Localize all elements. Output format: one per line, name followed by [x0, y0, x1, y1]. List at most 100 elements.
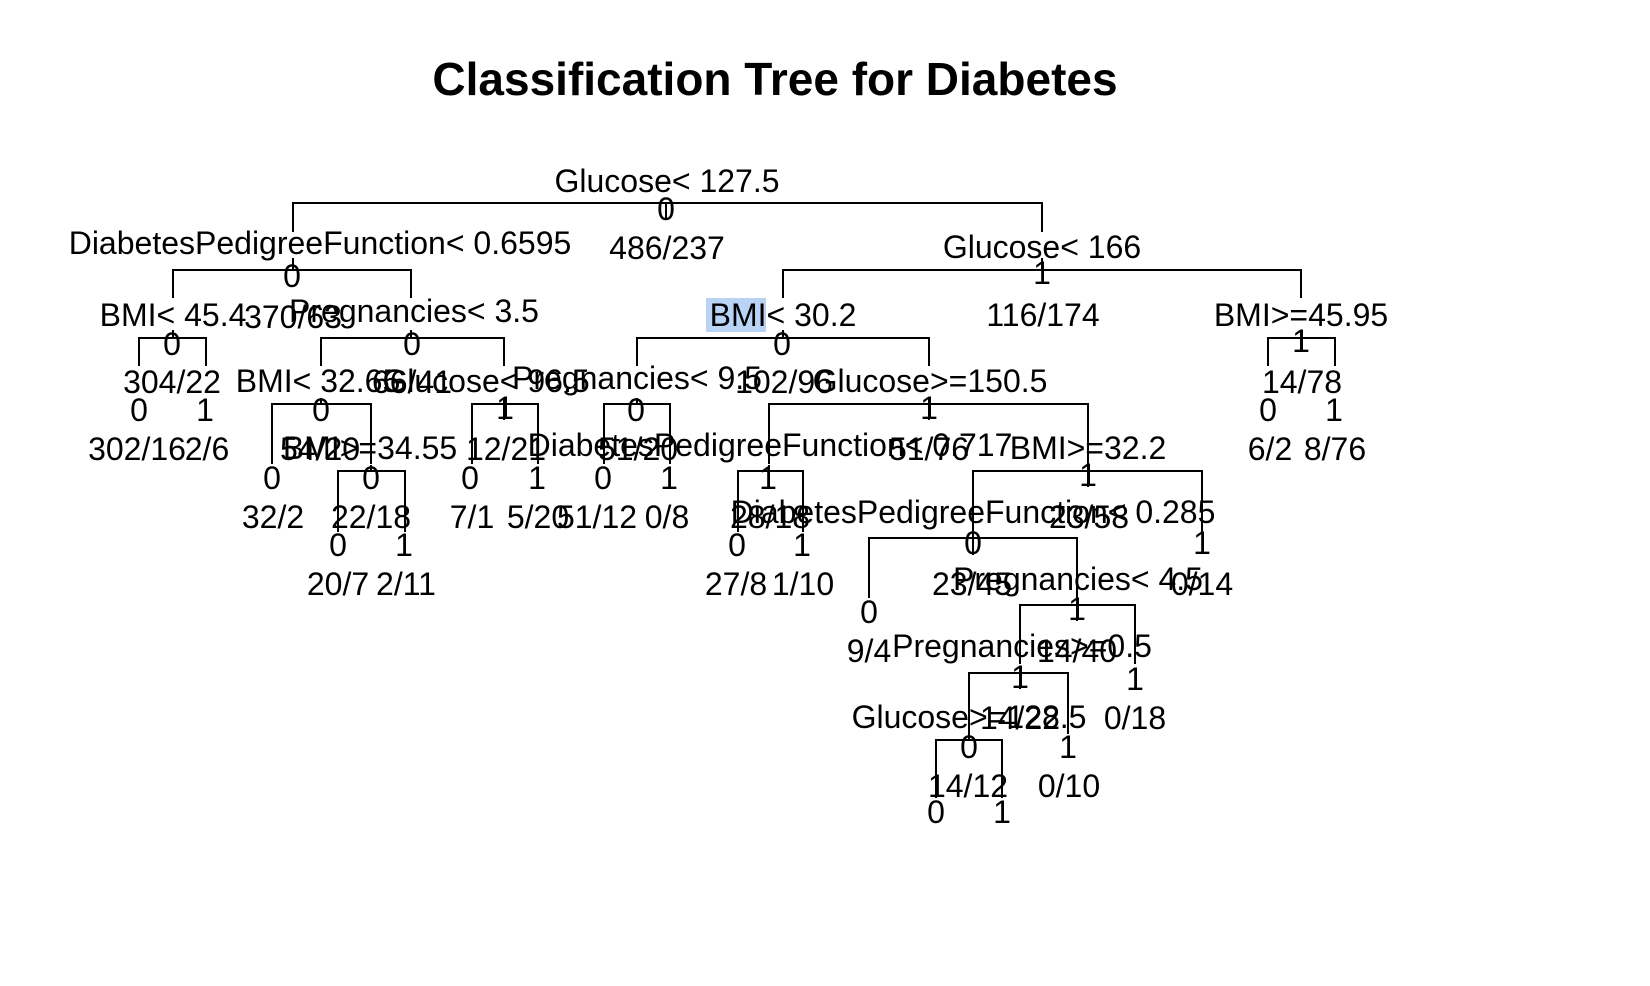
class-n-ll: 0	[163, 326, 181, 362]
split-n-rl: BMI< 30.2	[710, 297, 857, 333]
class-l-rlrrllr: 1	[1059, 729, 1077, 765]
count-n-rlr: 51/76	[889, 431, 969, 467]
split-n-rlrrll: Pregnancies>=0.5	[892, 628, 1152, 664]
class-l-lrlrl: 0	[329, 527, 347, 563]
count-l-rlrrllr: 0/10	[1038, 768, 1100, 804]
split-labels: Glucose< 127.5 DiabetesPedigreeFunction<…	[69, 163, 1388, 735]
split-n-lrlr: BMI>=34.55	[283, 430, 457, 466]
split-n-ll: BMI< 45.4	[100, 297, 247, 333]
edge-n-rllll	[868, 532, 1078, 598]
split-n-rll: Pregnancies< 9.5	[512, 360, 762, 396]
count-n-rl: 102/96	[735, 364, 833, 400]
class-l-lrll: 0	[263, 460, 281, 496]
class-l-rlrl: 1	[759, 460, 777, 496]
count-n-lr: 66/41	[372, 364, 452, 400]
edge-n-lrr	[471, 398, 539, 464]
split-n-rlrrl: Pregnancies< 4.5	[953, 561, 1203, 597]
split-n-l: DiabetesPedigreeFunction< 0.6595	[69, 225, 572, 261]
chart-title: Classification Tree for Diabetes	[432, 53, 1118, 105]
split-n-rlll: DiabetesPedigreeFunction< 0.717	[528, 427, 1013, 463]
class-n-rlrr: 1	[1079, 457, 1097, 493]
class-n-rlll: 0	[594, 460, 612, 496]
count-n-rr: 14/78	[1262, 364, 1342, 400]
class-l-rlrrlllr: 1	[993, 794, 1011, 830]
count-n-ll: 304/22	[123, 364, 221, 400]
split-n-rllll: DiabetesPedigreeFunction< 0.285	[731, 494, 1216, 530]
class-l-rrr: 1	[1325, 392, 1343, 428]
count-labels: 486/237 370/63 116/174 304/22 66/41 102/…	[88, 230, 1366, 804]
split-n-lrl: BMI< 32.65	[236, 363, 401, 399]
count-l-rlrrlr-b: 0/18	[1104, 700, 1166, 736]
class-n-rl: 0	[773, 326, 791, 362]
split-n-lr: Pregnancies< 3.5	[289, 293, 539, 329]
count-l-rlrrr: 0/14	[1171, 566, 1233, 602]
count-l-llr: 2/6	[185, 431, 229, 467]
edge-n-lrlr	[337, 465, 406, 532]
split-n-r: Glucose< 166	[943, 229, 1141, 265]
class-n-lrl: 0	[312, 392, 330, 428]
edge-n-rlll	[737, 465, 804, 532]
class-l-rrl: 0	[1259, 392, 1277, 428]
count-l-rlrl: 28/18	[730, 499, 810, 535]
count-n-lrr: 12/21	[466, 431, 546, 467]
count-l-lrlrr: 2/11	[376, 566, 436, 602]
count-l-rllr: 0/8	[645, 499, 689, 535]
edge-n-rr	[1267, 330, 1336, 366]
count-n-rlrrl: 14/40	[1037, 633, 1117, 669]
split-n-lrr: Glucose< 96.5	[382, 363, 589, 399]
class-l-rlrrlr-b: 1	[1126, 661, 1144, 697]
count-l-lrlrl: 20/7	[307, 566, 369, 602]
count-l-rrl: 6/2	[1248, 431, 1292, 467]
edge-n-rlrrll	[968, 667, 1069, 734]
count-l-lrrl: 7/1	[450, 499, 494, 535]
edge-n-lrl	[271, 398, 372, 464]
class-l-rllll: 0	[728, 527, 746, 563]
class-n-l: 0	[283, 258, 301, 294]
count-n-lrlr: 22/18	[331, 499, 411, 535]
count-n-l: 370/63	[244, 299, 342, 335]
count-l-rllll: 27/8	[705, 566, 767, 602]
class-l-llr: 1	[196, 392, 214, 428]
split-n-rr: BMI>=45.95	[1214, 297, 1388, 333]
count-n-r: 116/174	[986, 297, 1099, 333]
edge-n-rl	[636, 330, 930, 366]
class-l-rlrrlr: 0	[860, 594, 878, 630]
class-n-rlrrll: 1	[1011, 659, 1029, 695]
class-labels: 0 0 1 0 0 0 1 0 1 0 1 0 1 0 1 0 0 0 1 0 …	[130, 191, 1343, 830]
edge-n-rlr	[768, 398, 1089, 464]
count-n-rlll: 51/12	[557, 499, 637, 535]
class-n-rr: 1	[1292, 323, 1310, 359]
count-l-lll: 302/16	[88, 431, 186, 467]
split-root: Glucose< 127.5	[554, 163, 779, 199]
class-root: 0	[657, 191, 675, 227]
class-n-rll: 0	[627, 392, 645, 428]
split-n-rlr: Glucose>=150.5	[813, 363, 1048, 399]
count-n-rlrrlll: 14/12	[928, 768, 1008, 804]
class-n-rlrrlll: 0	[960, 729, 978, 765]
count-l-rrr: 8/76	[1304, 431, 1366, 467]
class-n-lrr: 1	[496, 390, 514, 426]
edge-n-r	[782, 258, 1302, 298]
class-l-rlllr: 1	[793, 527, 811, 563]
count-root: 486/237	[609, 230, 725, 266]
count-l-lrll: 32/2	[242, 499, 304, 535]
class-l-rlrrllll: 0	[927, 794, 945, 830]
tree-edges	[138, 202, 1336, 798]
class-n-r: 1	[1033, 255, 1051, 291]
class-l-lrlrr: 1	[395, 527, 413, 563]
split-n-rlrrlll: Glucose>=128.5	[852, 699, 1087, 735]
count-l-rlllr: 1/10	[772, 566, 834, 602]
class-n-rlrrl: 1	[1068, 591, 1086, 627]
count-n-rll: 51/20	[598, 431, 678, 467]
count-l-lrrr: 5/20	[507, 499, 569, 535]
class-l-rlrrr: 1	[1193, 525, 1211, 561]
edge-root	[292, 202, 1043, 232]
count-n-rllll: 23/45	[932, 566, 1012, 602]
count-n-rlrrll: 14/22	[980, 700, 1060, 736]
class-n-rlr: 1	[920, 390, 938, 426]
edge-n-ll	[138, 330, 207, 366]
count-l-rlrrlr: 9/4	[847, 633, 891, 669]
class-l-lll: 0	[130, 392, 148, 428]
text-selection-highlight	[706, 298, 766, 332]
edge-n-rlrrl	[1019, 599, 1136, 664]
